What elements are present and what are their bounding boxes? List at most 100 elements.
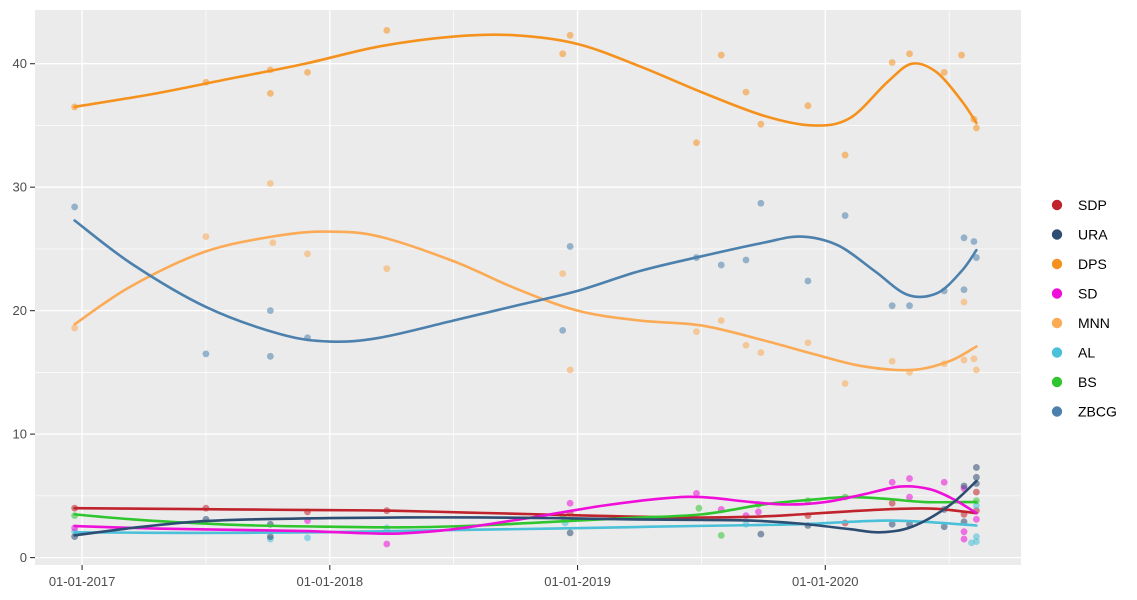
y-tick-label: 0 xyxy=(20,550,27,565)
trend-line-mnn xyxy=(73,230,978,372)
data-point-mnn xyxy=(559,270,567,278)
data-point-al xyxy=(304,534,311,542)
data-point-sd xyxy=(754,508,762,516)
legend-label-sd: SD xyxy=(1078,286,1097,302)
data-point-mnn xyxy=(888,357,896,365)
data-point-mnn xyxy=(742,341,750,349)
trend-line-al xyxy=(73,519,978,535)
trend-line-bs xyxy=(73,495,978,529)
data-point-zbcg xyxy=(888,302,896,310)
y-tick-label: 30 xyxy=(13,180,27,195)
data-point-sd xyxy=(906,475,913,482)
data-point-ura xyxy=(973,464,980,471)
legend-key-dps-icon xyxy=(1051,258,1063,270)
data-point-dps xyxy=(757,120,765,128)
trend-line-zbcg xyxy=(73,219,978,343)
data-point-ura xyxy=(940,523,948,531)
data-point-dps xyxy=(958,51,965,59)
data-point-dps xyxy=(693,139,700,147)
data-point-sd xyxy=(973,515,980,523)
data-point-zbcg xyxy=(841,212,849,219)
legend-label-zbcg: ZBCG xyxy=(1078,404,1117,420)
legend-label-ura: URA xyxy=(1078,227,1108,243)
data-point-zbcg xyxy=(566,243,574,250)
legend-key-zbcg-icon xyxy=(1051,406,1063,417)
data-point-mnn xyxy=(757,349,765,357)
legend-label-dps: DPS xyxy=(1078,256,1107,272)
legend-key-sdp-icon xyxy=(1051,199,1063,211)
data-point-sdp xyxy=(973,488,980,496)
data-point-dps xyxy=(940,68,948,76)
data-point-ura xyxy=(973,473,980,481)
data-point-al xyxy=(973,533,980,541)
data-point-sd xyxy=(566,499,574,507)
y-tick-label: 10 xyxy=(13,427,27,442)
plot-panel xyxy=(35,10,1021,565)
data-point-mnn xyxy=(841,380,849,387)
data-point-al xyxy=(973,538,980,545)
data-point-zbcg xyxy=(266,307,274,315)
data-point-dps xyxy=(383,26,391,34)
data-point-dps xyxy=(804,102,812,110)
data-point-ura xyxy=(888,520,896,528)
legend-key-bs-icon xyxy=(1051,376,1063,388)
legend-label-sdp: SDP xyxy=(1078,197,1107,213)
trend-line-sd xyxy=(73,484,978,536)
data-point-mnn xyxy=(566,366,574,374)
data-point-zbcg xyxy=(742,256,750,264)
data-point-zbcg xyxy=(202,350,210,358)
data-point-mnn xyxy=(960,298,968,306)
data-point-zbcg xyxy=(71,203,79,211)
data-point-mnn xyxy=(71,324,79,332)
legend-label-al: AL xyxy=(1078,345,1095,361)
data-point-dps xyxy=(906,50,913,58)
data-point-dps xyxy=(266,89,274,97)
data-point-sd xyxy=(693,489,700,497)
data-point-mnn xyxy=(970,355,978,363)
y-tick-label: 40 xyxy=(13,56,27,71)
data-point-sd xyxy=(383,540,391,548)
trend-line-dps xyxy=(73,33,978,127)
data-point-sd xyxy=(888,478,896,486)
x-tick-label: 01-01-2019 xyxy=(544,574,611,589)
data-point-zbcg xyxy=(960,234,968,242)
data-point-mnn xyxy=(717,317,725,324)
data-point-mnn xyxy=(960,356,968,364)
legend-key-sd-icon xyxy=(1051,288,1063,299)
legend-label-mnn: MNN xyxy=(1078,315,1110,331)
legend-label-bs: BS xyxy=(1078,374,1097,390)
data-point-zbcg xyxy=(973,254,980,261)
data-point-dps xyxy=(973,124,980,132)
data-point-bs xyxy=(695,504,703,512)
data-point-ura xyxy=(566,529,574,537)
data-point-ura xyxy=(266,533,274,541)
data-point-dps xyxy=(304,68,311,76)
y-tick-label: 20 xyxy=(13,303,27,318)
data-point-zbcg xyxy=(804,277,812,285)
data-point-dps xyxy=(559,50,567,58)
data-point-mnn xyxy=(266,180,274,187)
data-point-mnn xyxy=(973,366,980,374)
x-tick-label: 01-01-2018 xyxy=(297,574,364,589)
data-point-zbcg xyxy=(960,286,968,294)
data-point-sd xyxy=(960,535,968,543)
data-point-dps xyxy=(566,31,574,39)
data-point-dps xyxy=(717,51,725,59)
data-point-mnn xyxy=(804,339,812,347)
data-point-dps xyxy=(742,88,750,96)
data-point-zbcg xyxy=(559,327,567,334)
data-point-sdp xyxy=(888,499,896,507)
data-point-mnn xyxy=(304,250,311,258)
trend-line-sdp xyxy=(73,506,978,519)
data-point-zbcg xyxy=(757,199,765,207)
data-point-mnn xyxy=(383,265,391,273)
legend-key-mnn-icon xyxy=(1051,317,1063,329)
data-point-sd xyxy=(906,493,913,501)
legend-key-ura-icon xyxy=(1051,229,1063,240)
data-point-sd xyxy=(960,528,968,536)
data-point-dps xyxy=(841,151,849,159)
data-point-zbcg xyxy=(906,302,913,310)
data-point-zbcg xyxy=(266,352,274,360)
trend-line-ura xyxy=(73,479,978,537)
